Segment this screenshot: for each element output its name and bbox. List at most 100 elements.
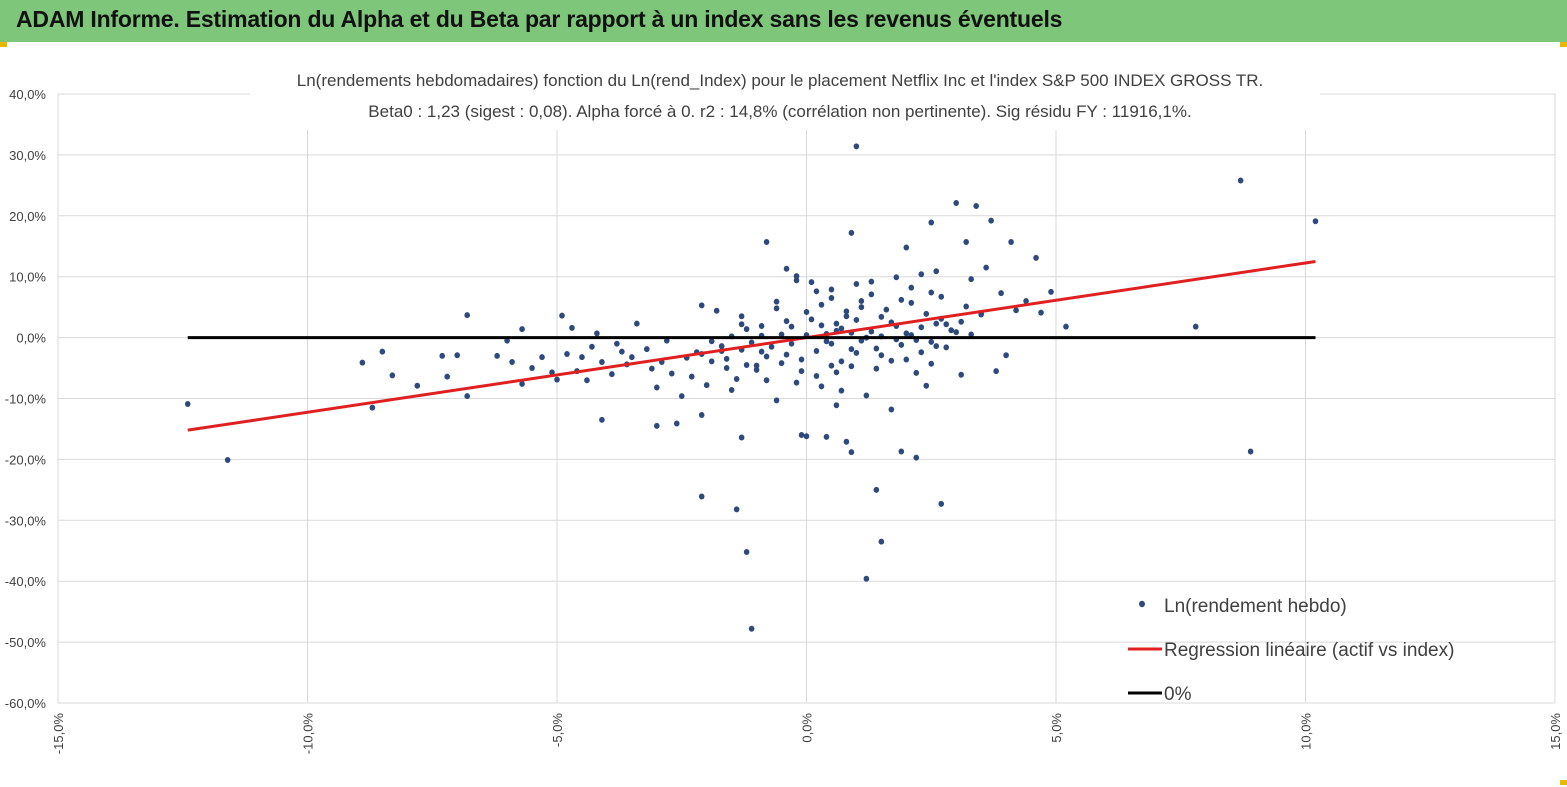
data-point — [918, 349, 925, 356]
data-point — [833, 369, 840, 376]
data-point — [803, 309, 810, 316]
data-point — [748, 339, 755, 346]
data-point — [1033, 254, 1039, 261]
data-point — [713, 307, 720, 314]
data-point — [858, 298, 865, 305]
data-point — [783, 318, 790, 325]
data-point — [928, 338, 935, 345]
data-point — [853, 349, 860, 356]
data-point — [609, 371, 615, 378]
data-point — [843, 313, 850, 320]
scatter-chart: 40,0% 30,0% 20,0% 10,0% 0,0% -10,0% -20,0% -30,… — [5, 62, 1563, 754]
data-point — [908, 299, 915, 306]
y-tick-label: 0,0% — [16, 331, 46, 346]
data-point — [798, 368, 805, 375]
data-point — [853, 281, 860, 288]
data-point — [903, 244, 910, 251]
data-point — [908, 284, 915, 291]
data-point — [883, 306, 890, 313]
data-point — [888, 406, 895, 413]
data-point — [758, 348, 765, 355]
data-point — [828, 295, 835, 302]
data-point — [808, 316, 815, 323]
data-point — [184, 400, 191, 407]
chart-area: 40,0% 30,0% 20,0% 10,0% 0,0% -10,0% -20,0% -30,… — [0, 42, 1567, 787]
data-point — [768, 343, 775, 350]
data-point — [359, 359, 366, 366]
axis-layer: 40,0% 30,0% 20,0% 10,0% 0,0% -10,0% -20,0% -30,… — [5, 87, 1563, 754]
data-point — [778, 360, 785, 367]
data-point — [743, 326, 750, 333]
data-point — [1192, 323, 1199, 330]
series-line — [187, 259, 1316, 432]
data-point — [723, 355, 730, 362]
data-point — [629, 354, 635, 361]
data-point — [1048, 288, 1054, 295]
data-point — [958, 318, 964, 325]
data-point — [668, 370, 675, 377]
data-point — [933, 320, 940, 327]
data-point — [888, 357, 895, 364]
data-point — [848, 449, 855, 456]
data-point — [838, 358, 845, 365]
data-point — [843, 308, 850, 315]
data-point — [843, 438, 850, 445]
data-point — [519, 326, 525, 333]
y-tick-label: -40,0% — [5, 574, 47, 589]
data-point — [1023, 298, 1029, 305]
legend: Ln(rendement hebdo) Regression linéaire (… — [1128, 596, 1454, 705]
data-point — [783, 265, 790, 272]
data-point — [933, 343, 940, 350]
data-point — [943, 321, 950, 328]
y-tick-label: 40,0% — [9, 87, 46, 102]
data-point — [663, 337, 670, 344]
data-point — [758, 323, 765, 330]
data-point — [1312, 218, 1319, 225]
data-point — [863, 392, 870, 399]
x-tick-label: -15,0% — [51, 713, 66, 755]
data-point — [838, 387, 845, 394]
data-point — [803, 433, 810, 440]
data-point — [708, 338, 715, 345]
data-point — [1237, 177, 1244, 184]
data-points-layer — [184, 143, 1319, 632]
corner-marker-top-right — [1560, 42, 1567, 47]
x-tick-label: 0,0% — [800, 713, 815, 743]
legend-label: Regression linéaire (actif vs index) — [1164, 640, 1454, 661]
data-point — [998, 290, 1004, 297]
data-point — [738, 434, 745, 441]
data-point — [898, 448, 905, 455]
data-point — [868, 291, 875, 298]
x-tick-label: -10,0% — [301, 713, 316, 755]
data-point — [773, 397, 780, 404]
data-point — [763, 238, 770, 245]
data-point — [1038, 309, 1044, 316]
data-point — [738, 313, 745, 320]
chart-title: Ln(rendements hebdomadaires) fonction du… — [250, 62, 1320, 130]
data-point — [948, 327, 955, 334]
data-point — [838, 325, 845, 332]
data-point — [369, 404, 376, 411]
data-point — [678, 393, 685, 400]
data-point — [918, 324, 925, 331]
data-point — [1063, 323, 1069, 330]
data-point — [828, 340, 835, 347]
data-point — [564, 351, 570, 358]
data-point — [529, 365, 535, 372]
header-banner: ADAM Informe. Estimation du Alpha et du … — [0, 0, 1567, 42]
data-point — [793, 379, 800, 386]
data-point — [718, 343, 725, 350]
data-point — [644, 346, 650, 353]
data-point — [863, 575, 870, 582]
data-point — [903, 330, 910, 337]
title-background — [250, 62, 1320, 130]
data-point — [858, 337, 865, 344]
data-point — [813, 372, 820, 379]
data-point — [938, 293, 945, 300]
data-point — [798, 356, 805, 363]
data-point — [793, 273, 800, 280]
data-point — [963, 238, 969, 245]
data-point — [818, 322, 825, 329]
data-point — [938, 500, 945, 507]
page-title: ADAM Informe. Estimation du Alpha et du … — [16, 6, 1063, 32]
